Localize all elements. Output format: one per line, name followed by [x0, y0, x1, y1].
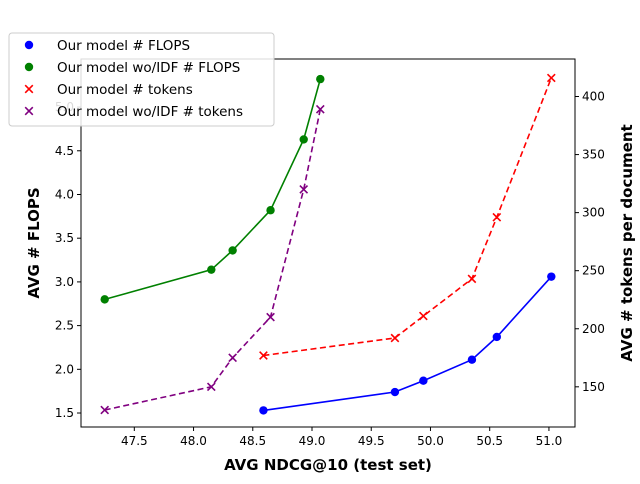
series-1-point	[390, 387, 400, 397]
series-layer	[100, 73, 556, 415]
x-tick-label: 49.0	[299, 434, 326, 448]
series-1-line	[263, 276, 552, 412]
y-left-tick-label: 2.5	[55, 319, 74, 333]
series-2-point	[316, 74, 325, 84]
y-left-tick-label: 2.0	[55, 362, 74, 376]
y-left-tick-label: 3.5	[55, 231, 74, 245]
series-4-point	[100, 405, 110, 415]
x-tick-label: 50.0	[417, 434, 444, 448]
series-1-point	[259, 406, 268, 415]
x-tick-label: 48.5	[239, 434, 266, 448]
legend-marker-3	[24, 84, 34, 94]
series-2-point	[266, 206, 275, 215]
legend: Our model # FLOPS Our model wo/IDF # FLOP…	[8, 32, 275, 127]
y-left-tick-label: 4.0	[55, 187, 74, 201]
y-left-tick-label: 4.5	[55, 144, 74, 158]
series-1-point	[547, 272, 556, 281]
x-tick-label: 49.5	[358, 434, 385, 448]
legend-label-1: Our model # FLOPS	[57, 38, 190, 54]
y-right-tick-label: 400	[582, 90, 605, 104]
x-tick-label: 50.5	[476, 434, 503, 448]
y-right-axis-label: AVG # tokens per document	[618, 124, 636, 361]
y-right-tick-label: 200	[582, 322, 605, 336]
series-2-line	[104, 78, 322, 301]
series-4-point	[299, 185, 309, 194]
series-3-point	[390, 333, 400, 343]
series-4-line	[104, 109, 322, 411]
y-right-axis-ticks: 150 200 250 300 350 400	[575, 90, 605, 394]
legend-label-4: Our model wo/IDF # tokens	[57, 104, 243, 120]
series-2-point	[207, 265, 216, 274]
y-left-tick-label: 1.5	[55, 406, 74, 420]
series-4-point	[315, 104, 325, 114]
y-left-tick-label: 3.0	[55, 275, 74, 289]
series-2-point	[228, 246, 237, 255]
y-right-tick-label: 150	[582, 380, 605, 394]
series-3-point	[259, 351, 268, 360]
series-3-point	[418, 311, 428, 321]
series-2-point	[299, 135, 308, 144]
series-3-point	[546, 73, 556, 83]
series-4-point	[206, 382, 216, 392]
series-1-point	[492, 332, 502, 342]
series-3-point	[467, 274, 477, 284]
x-axis-label: AVG NDCG@10 (test set)	[224, 456, 432, 474]
y-left-axis-label: AVG # FLOPS	[25, 187, 43, 298]
y-right-tick-label: 350	[582, 148, 605, 162]
x-tick-label: 47.5	[121, 434, 148, 448]
legend-label-3: Our model # tokens	[57, 82, 193, 98]
series-3-line	[263, 77, 553, 357]
x-tick-label: 51.0	[536, 434, 563, 448]
series-4-point	[228, 353, 238, 363]
legend-marker-2	[24, 62, 34, 72]
legend-label-2: Our model wo/IDF # FLOPS	[57, 60, 240, 76]
legend-marker-4	[24, 106, 34, 116]
y-left-axis-ticks: 1.52.02.53.03.54.04.55.0	[55, 100, 81, 420]
plot-frame	[80, 58, 576, 428]
series-4-point	[266, 312, 275, 322]
y-right-tick-label: 250	[582, 264, 605, 278]
series-1-point	[419, 376, 428, 385]
x-tick-label: 48.0	[180, 434, 207, 448]
series-3-point	[492, 212, 502, 222]
y-right-tick-label: 300	[582, 206, 605, 220]
series-2-point	[100, 295, 109, 304]
series-1-point	[467, 355, 477, 364]
x-axis-ticks: 47.5 48.0 48.5 49.0 49.5 50.0 50.5 51.0	[121, 427, 562, 448]
legend-marker-1	[24, 40, 34, 50]
legend-box	[8, 32, 275, 127]
